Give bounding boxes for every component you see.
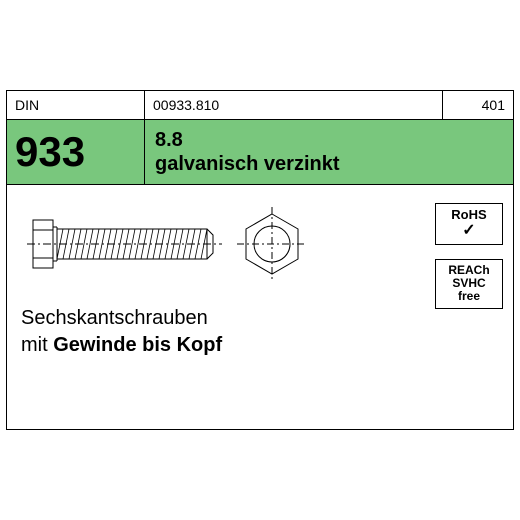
check-icon: ✓ bbox=[436, 222, 502, 240]
rohs-badge: RoHS ✓ bbox=[435, 203, 503, 245]
article-number: 00933.810 bbox=[145, 91, 443, 119]
grade: 8.8 bbox=[155, 128, 513, 152]
standard-label: DIN bbox=[7, 91, 145, 119]
description-line2-prefix: mit bbox=[21, 334, 53, 356]
standard-number: 933 bbox=[7, 120, 145, 184]
reach-line3: free bbox=[436, 290, 502, 303]
spec-block: 8.8 galvanisch verzinkt bbox=[145, 120, 513, 184]
description-line2-bold: Gewinde bis Kopf bbox=[53, 334, 222, 356]
green-band: 933 8.8 galvanisch verzinkt bbox=[7, 120, 513, 185]
product-card: DIN 00933.810 401 933 8.8 galvanisch ver… bbox=[0, 0, 520, 520]
description-line1: Sechskantschrauben bbox=[21, 305, 222, 332]
reach-badge: REACh SVHC free bbox=[435, 259, 503, 309]
bolt-side-view-icon bbox=[27, 209, 227, 279]
code-right: 401 bbox=[443, 91, 513, 119]
header-row: DIN 00933.810 401 bbox=[7, 91, 513, 120]
rohs-label: RoHS bbox=[436, 208, 502, 222]
description-line2: mit Gewinde bis Kopf bbox=[21, 332, 222, 359]
finish: galvanisch verzinkt bbox=[155, 152, 513, 176]
card-frame: DIN 00933.810 401 933 8.8 galvanisch ver… bbox=[6, 90, 514, 430]
content-area: Sechskantschrauben mit Gewinde bis Kopf … bbox=[7, 185, 513, 431]
description: Sechskantschrauben mit Gewinde bis Kopf bbox=[21, 305, 222, 359]
bolt-end-view-icon bbox=[237, 207, 307, 281]
